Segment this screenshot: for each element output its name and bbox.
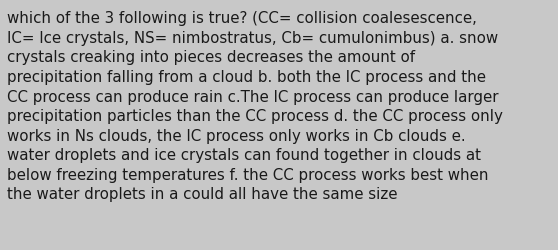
Text: which of the 3 following is true? (CC= collision coalesescence,
IC= Ice crystals: which of the 3 following is true? (CC= c… — [7, 11, 503, 202]
